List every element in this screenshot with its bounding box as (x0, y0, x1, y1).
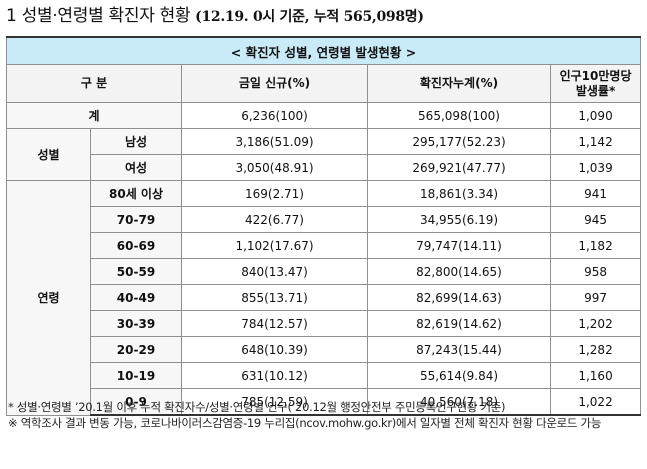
row-cumulative: 79,747(14.11) (367, 232, 551, 259)
row-rate: 945 (549, 206, 642, 233)
total-label: 계 (6, 102, 182, 129)
table-header-row: 구 분 금일 신규(%) 확진자누계(%) 인구10만명당 발생률* (6, 64, 642, 103)
row-rate: 1,039 (549, 154, 642, 181)
footnote-source: ※ 역학조사 결과 변동 가능, 코로나바이러스감염증-19 누리집(ncov.… (8, 416, 602, 430)
row-daily: 3,050(48.91) (181, 154, 368, 181)
header-cumulative: 확진자누계(%) (367, 64, 551, 103)
header-rate-line1: 인구10만명당 (559, 68, 632, 83)
row-label: 40-49 (90, 284, 182, 311)
row-rate: 1,142 (549, 128, 642, 155)
row-daily: 169(2.71) (181, 180, 368, 207)
row-label: 0-9 (90, 388, 182, 416)
row-daily: 855(13.71) (181, 284, 368, 311)
row-label: 60-69 (90, 232, 182, 259)
table-row: 40-49 855(13.71) 82,699(14.63) 997 (7, 284, 642, 311)
row-cumulative: 82,619(14.62) (367, 310, 551, 337)
table-row: 여성 3,050(48.91) 269,921(47.77) 1,039 (7, 154, 642, 181)
row-rate: 958 (549, 258, 642, 285)
gender-section: 성별 남성 3,186(51.09) 295,177(52.23) 1,142 여성 3,0… (6, 128, 642, 181)
header-rate-line2: 발생률* (575, 83, 616, 98)
cases-table: < 확진자 성별, 연령별 발생현황 > 구 분 금일 신규(%) 확진자누계(… (5, 36, 642, 416)
section-title: 1 성별·연령별 확진자 현황 (12.19. 0시 기준, 누적 565,09… (6, 4, 424, 28)
row-rate: 997 (549, 284, 642, 311)
row-daily: 785(12.59) (181, 388, 368, 416)
row-rate: 1,282 (549, 336, 642, 363)
row-rate: 1,160 (549, 362, 642, 389)
table-row: 50-59 840(13.47) 82,800(14.65) 958 (7, 258, 642, 285)
table-banner: < 확진자 성별, 연령별 발생현황 > (5, 36, 642, 65)
table-row: 성별 남성 3,186(51.09) 295,177(52.23) 1,142 (6, 128, 642, 181)
row-daily: 840(13.47) (181, 258, 368, 285)
table-row-total: 계 6,236(100) 565,098(100) 1,090 (6, 102, 642, 129)
row-label: 남성 (90, 128, 182, 155)
table-row: 10-19 631(10.12) 55,614(9.84) 1,160 (7, 362, 642, 389)
row-rate: 941 (549, 180, 642, 207)
total-cumulative: 565,098(100) (367, 102, 551, 129)
row-cumulative: 269,921(47.77) (367, 154, 551, 181)
age-section: 연령 80세 이상 169(2.71) 18,861(3.34) 941 70-79 422… (6, 180, 642, 416)
row-cumulative: 82,800(14.65) (367, 258, 551, 285)
row-daily: 648(10.39) (181, 336, 368, 363)
row-label: 여성 (90, 154, 182, 181)
row-daily: 784(12.57) (181, 310, 368, 337)
row-rate: 1,022 (549, 388, 642, 416)
table-row: 0-9 785(12.59) 40,560(7.18) 1,022 (7, 388, 642, 416)
row-label: 30-39 (90, 310, 182, 337)
row-daily: 631(10.12) (181, 362, 368, 389)
row-label: 50-59 (90, 258, 182, 285)
table-row: 70-79 422(6.77) 34,955(6.19) 945 (7, 206, 642, 233)
row-label: 70-79 (90, 206, 182, 233)
table-row: 60-69 1,102(17.67) 79,747(14.11) 1,182 (7, 232, 642, 259)
row-label: 20-29 (90, 336, 182, 363)
row-cumulative: 18,861(3.34) (367, 180, 551, 207)
footnotes: * 성별·연령별 ’20.1월 이후 누적 확진자수/성별·연령별 인구(’20… (8, 399, 638, 431)
table-row: 30-39 784(12.57) 82,619(14.62) 1,202 (7, 310, 642, 337)
row-cumulative: 295,177(52.23) (367, 128, 551, 155)
title-basis: (12.19. 0시 기준, 누적 565,098명) (195, 9, 424, 25)
header-daily-new: 금일 신규(%) (181, 64, 368, 103)
total-daily: 6,236(100) (181, 102, 368, 129)
footnote-rate: * 성별·연령별 ’20.1월 이후 누적 확진자수/성별·연령별 인구(’20… (8, 400, 506, 414)
title-lead: 1 성별·연령별 확진자 현황 (6, 6, 191, 26)
row-label: 80세 이상 (90, 180, 182, 207)
row-rate: 1,202 (549, 310, 642, 337)
row-cumulative: 55,614(9.84) (367, 362, 551, 389)
row-rate: 1,182 (549, 232, 642, 259)
row-cumulative: 40,560(7.18) (367, 388, 551, 416)
header-category: 구 분 (6, 64, 182, 103)
age-group-label: 연령 (6, 180, 91, 416)
table-banner-row: < 확진자 성별, 연령별 발생현황 > (5, 36, 642, 65)
row-daily: 422(6.77) (181, 206, 368, 233)
gender-group-label: 성별 (6, 128, 91, 181)
header-rate: 인구10만명당 발생률* (549, 64, 642, 103)
row-label: 10-19 (90, 362, 182, 389)
row-daily: 1,102(17.67) (181, 232, 368, 259)
row-cumulative: 87,243(15.44) (367, 336, 551, 363)
row-cumulative: 82,699(14.63) (367, 284, 551, 311)
table-row: 20-29 648(10.39) 87,243(15.44) 1,282 (7, 336, 642, 363)
row-cumulative: 34,955(6.19) (367, 206, 551, 233)
row-daily: 3,186(51.09) (181, 128, 368, 155)
table-row: 연령 80세 이상 169(2.71) 18,861(3.34) 941 (6, 180, 642, 416)
total-rate: 1,090 (549, 102, 642, 129)
